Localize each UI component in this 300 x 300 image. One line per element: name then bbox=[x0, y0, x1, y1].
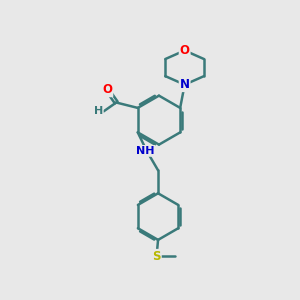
Text: S: S bbox=[152, 250, 161, 263]
Text: O: O bbox=[102, 83, 112, 96]
Text: H: H bbox=[94, 106, 103, 116]
Text: NH: NH bbox=[136, 146, 154, 156]
Text: N: N bbox=[180, 78, 190, 91]
Text: O: O bbox=[180, 44, 190, 57]
